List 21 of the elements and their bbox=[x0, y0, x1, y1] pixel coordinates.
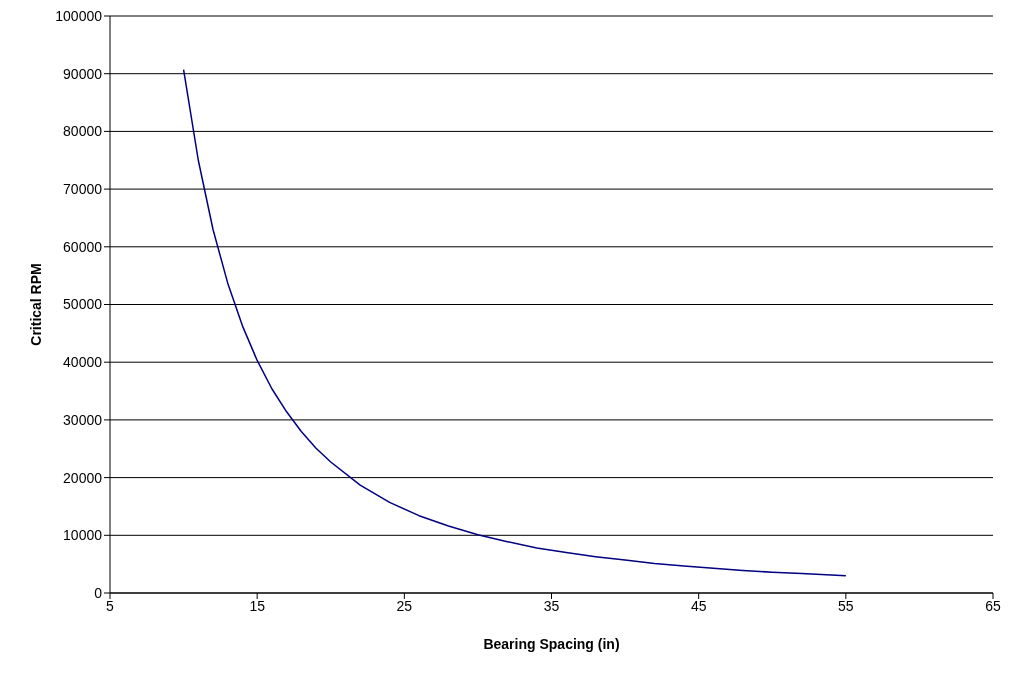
x-tick-label: 5 bbox=[106, 597, 115, 614]
y-tick-label: 50000 bbox=[63, 296, 103, 313]
x-tick-label: 15 bbox=[249, 597, 266, 614]
y-tick-label: 90000 bbox=[63, 65, 103, 82]
y-tick-label: 40000 bbox=[63, 354, 103, 371]
x-axis-title: Bearing Spacing (in) bbox=[483, 636, 620, 652]
x-tick-label: 35 bbox=[543, 597, 560, 614]
y-tick-label: 70000 bbox=[63, 181, 103, 198]
y-tick-label: 80000 bbox=[63, 123, 103, 140]
line-series bbox=[182, 68, 847, 577]
y-tick-label: 100000 bbox=[55, 7, 103, 24]
x-tick-label: 25 bbox=[396, 597, 413, 614]
x-tick-label: 45 bbox=[690, 597, 707, 614]
y-tick-label: 10000 bbox=[63, 527, 103, 544]
y-tick-label: 30000 bbox=[63, 411, 103, 428]
x-tick-label: 55 bbox=[838, 597, 854, 614]
x-tick-label: 65 bbox=[985, 597, 1001, 614]
y-axis-title: Critical RPM bbox=[27, 263, 44, 346]
y-tick-label: 60000 bbox=[63, 238, 103, 255]
y-tick-label: 0 bbox=[94, 584, 103, 601]
y-tick-label: 20000 bbox=[63, 469, 103, 486]
